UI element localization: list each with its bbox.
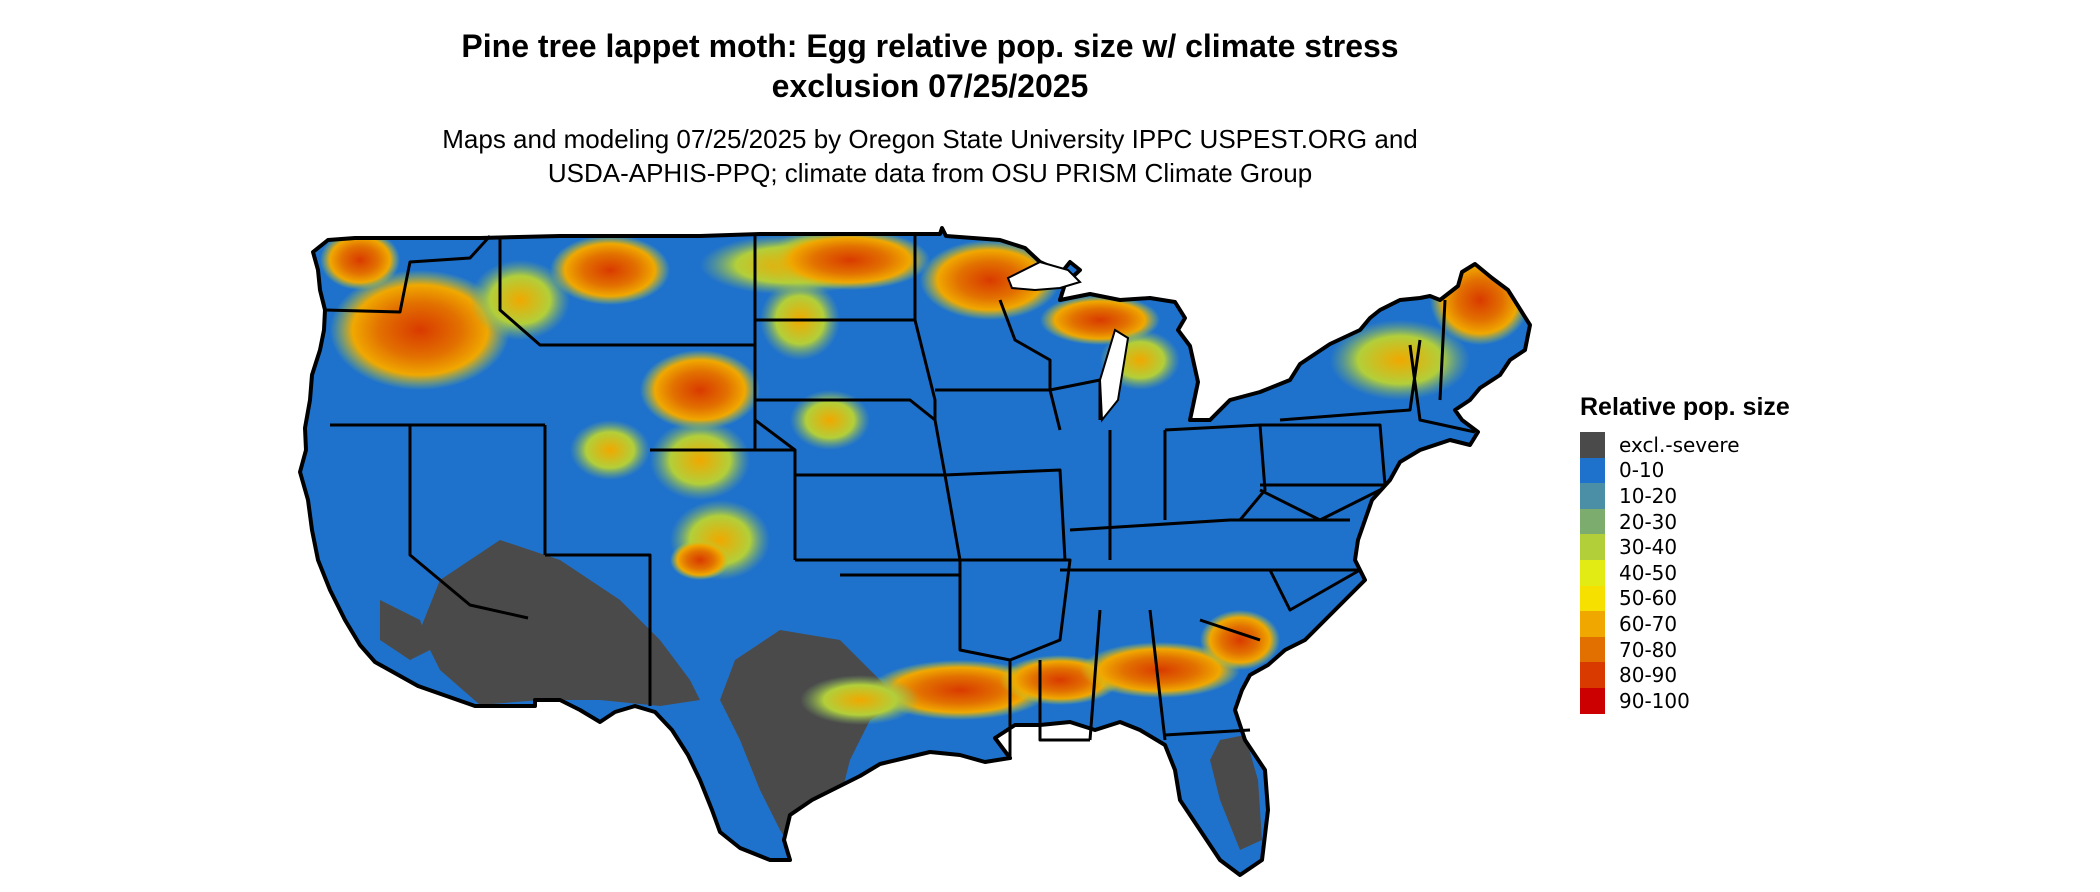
map-layer-fills (300, 228, 1530, 875)
border-ms-la (1038, 660, 1090, 742)
border-az-nm (545, 553, 652, 706)
legend-swatch (1580, 432, 1605, 458)
legend-swatch (1580, 636, 1605, 663)
border-ms-al (1088, 609, 1102, 741)
map-title-line2: exclusion 07/25/2025 (771, 68, 1089, 104)
high-population-areas (320, 230, 1530, 725)
legend-item: 80-90 (1580, 662, 1790, 688)
legend-label: 60-70 (1619, 611, 1678, 636)
legend-label: 30-40 (1619, 535, 1678, 560)
border-pa (1260, 423, 1387, 487)
border-id-mt (498, 236, 600, 347)
great-lakes (1006, 260, 1130, 423)
legend-label: 10-20 (1619, 483, 1678, 508)
map-title: Pine tree lappet moth: Egg relative pop.… (0, 26, 1860, 106)
border-fl-ga (1164, 728, 1251, 737)
border-mn-west (913, 236, 937, 420)
map-subtitle-line1: Maps and modeling 07/25/2025 by Oregon S… (442, 124, 1418, 154)
legend-swatch (1580, 559, 1605, 586)
legend-label: excl.-severe (1619, 432, 1740, 457)
border-wv-va (1259, 488, 1381, 522)
border-ok-tx (840, 573, 1011, 662)
border-vt-nh (1438, 299, 1447, 401)
legend-swatch (1580, 457, 1605, 484)
legend-item: 0-10 (1580, 457, 1790, 484)
legend-item: 50-60 (1580, 585, 1790, 612)
legend-swatch (1580, 687, 1605, 714)
legend-label: 0-10 (1619, 458, 1665, 483)
lake-michigan (1098, 328, 1130, 423)
legend-swatch (1580, 508, 1605, 535)
border-new-england (1408, 344, 1476, 434)
border-ar (960, 558, 1072, 662)
legend-item: 90-100 (1580, 687, 1790, 714)
legend-swatch (1580, 585, 1605, 612)
border-or-wa-id (324, 234, 492, 314)
legend-item: 60-70 (1580, 611, 1790, 637)
legend-swatch (1580, 483, 1605, 509)
border-mt-nd-sd (753, 236, 796, 452)
lake-superior-edge (1006, 260, 1082, 292)
border-ky-tn (1069, 518, 1350, 532)
legend-item: 30-40 (1580, 534, 1790, 560)
map-subtitle-line2: USDA-APHIS-PPQ; climate data from OSU PR… (547, 158, 1313, 188)
state-borders (324, 234, 1476, 760)
legend-item: 20-30 (1580, 508, 1790, 535)
map-legend: Relative pop. size excl.-severe 0-10 10-20… (1580, 392, 1790, 714)
legend-item: 40-50 (1580, 559, 1790, 586)
legend-label: 40-50 (1619, 560, 1678, 585)
legend-swatch (1580, 534, 1605, 560)
legend-label: 80-90 (1619, 663, 1678, 688)
border-ny (1279, 339, 1422, 422)
border-wi-mi-up (998, 299, 1052, 390)
legend-swatch (1580, 662, 1605, 688)
legend-label: 50-60 (1619, 586, 1678, 611)
legend-item: 10-20 (1580, 483, 1790, 509)
map-subtitle: Maps and modeling 07/25/2025 by Oregon S… (0, 122, 1860, 190)
legend-item: 70-80 (1580, 636, 1790, 663)
border-oh (1164, 423, 1267, 521)
border-nc-sc (1268, 568, 1361, 612)
border-mo-ia (944, 468, 1067, 561)
legend-label: 70-80 (1619, 637, 1678, 662)
legend-items: excl.-severe 0-10 10-20 20-30 30-40 40-50 50-6… (1580, 432, 1790, 714)
map-title-line1: Pine tree lappet moth: Egg relative pop.… (461, 28, 1399, 64)
legend-label: 90-100 (1619, 688, 1690, 713)
border-nv-ca (408, 425, 529, 620)
border-sd-ne (755, 398, 947, 476)
border-ga-sc (1199, 618, 1261, 642)
border-al-ga (1148, 609, 1167, 741)
legend-swatch (1580, 611, 1605, 637)
legend-title: Relative pop. size (1580, 393, 1790, 421)
legend-item: excl.-severe (1580, 432, 1790, 458)
legend-label: 20-30 (1619, 509, 1678, 534)
